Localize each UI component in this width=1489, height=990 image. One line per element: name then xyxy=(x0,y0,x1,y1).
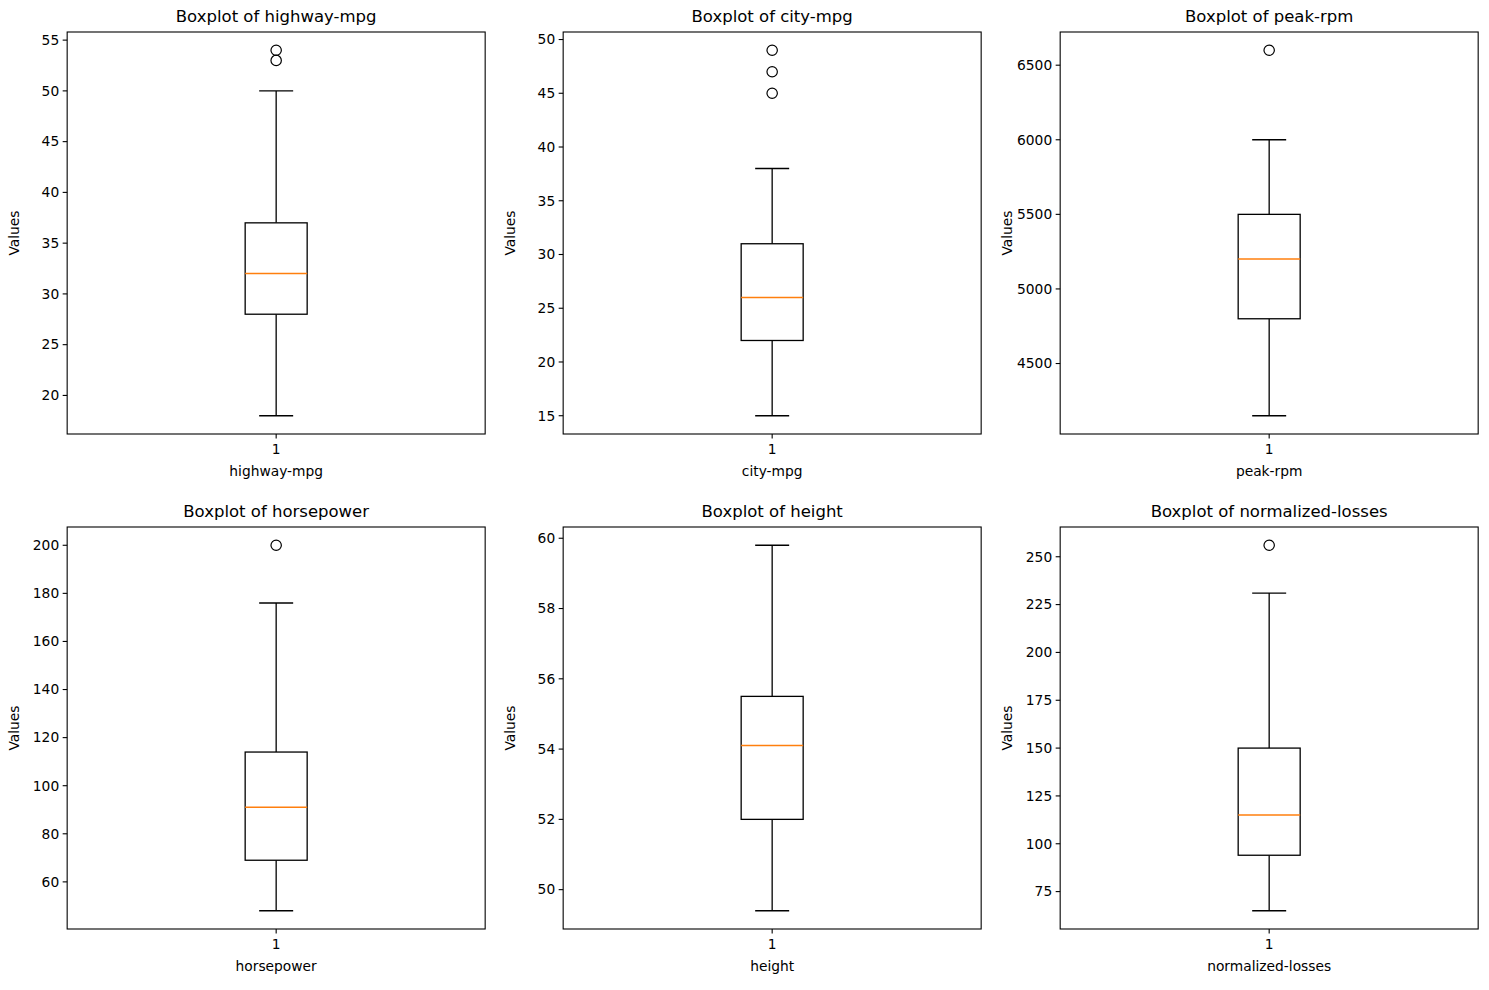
x-axis-label: normalized-losses xyxy=(1207,958,1331,974)
subplot-height: 50 52 54 56 58 60 1 height Values Boxplot of heig… xyxy=(496,495,992,990)
x-tick-label: 1 xyxy=(768,936,777,952)
y-tick-label: 58 xyxy=(538,600,556,616)
y-tick-label: 5500 xyxy=(1017,206,1052,222)
chart-title: Boxplot of normalized-losses xyxy=(1150,502,1387,521)
y-tick-label: 20 xyxy=(538,354,556,370)
y-tick-label: 45 xyxy=(42,133,60,149)
y-tick-label: 160 xyxy=(33,633,59,649)
subplot-peak-rpm: 4500 5000 5500 6000 6500 1 peak-rpm Values Boxpl… xyxy=(993,0,1489,495)
y-tick-label: 25 xyxy=(42,336,60,352)
y-tick-label: 6000 xyxy=(1017,132,1052,148)
y-axis-label: Values xyxy=(999,210,1015,255)
y-tick-label: 200 xyxy=(33,537,59,553)
y-tick-label: 180 xyxy=(33,585,59,601)
y-tick-label: 40 xyxy=(42,184,60,200)
box-rect xyxy=(1238,748,1300,855)
y-tick-label: 40 xyxy=(538,139,556,155)
y-tick-label: 20 xyxy=(42,387,60,403)
x-axis-label: horsepower xyxy=(236,958,318,974)
y-axis-label: Values xyxy=(6,705,22,750)
box-rect xyxy=(741,244,803,341)
y-tick-label: 6500 xyxy=(1017,57,1052,73)
chart-title: Boxplot of height xyxy=(702,502,844,521)
y-tick-label: 4500 xyxy=(1017,355,1052,371)
x-tick-label: 1 xyxy=(768,441,777,457)
subplot-city-mpg: 15 20 25 30 35 40 45 50 1 city-mpg Values Boxplot o… xyxy=(496,0,992,495)
boxplot-svg: 75 100 125 150 175 200 225 250 1 normalized-losse… xyxy=(993,495,1489,990)
x-tick-label: 1 xyxy=(272,936,281,952)
boxplot-svg: 60 80 100 120 140 160 180 200 1 horsepower Values B… xyxy=(0,495,496,990)
subplot-normalized-losses: 75 100 125 150 175 200 225 250 1 normalized-losse… xyxy=(993,495,1489,990)
y-tick-label: 35 xyxy=(42,235,60,251)
y-tick-label: 50 xyxy=(538,31,556,47)
boxplot-svg: 4500 5000 5500 6000 6500 1 peak-rpm Values Boxpl… xyxy=(993,0,1489,495)
chart-title: Boxplot of horsepower xyxy=(183,502,369,521)
y-tick-label: 35 xyxy=(538,193,556,209)
y-tick-label: 140 xyxy=(33,681,59,697)
y-tick-label: 250 xyxy=(1025,549,1051,565)
y-tick-label: 55 xyxy=(42,32,60,48)
y-tick-label: 56 xyxy=(538,671,556,687)
y-tick-label: 60 xyxy=(42,874,60,890)
x-axis-label: height xyxy=(751,958,796,974)
boxplot-svg: 50 52 54 56 58 60 1 height Values Boxplot of heig… xyxy=(496,495,992,990)
y-tick-label: 100 xyxy=(33,778,59,794)
y-tick-label: 75 xyxy=(1034,883,1052,899)
box-rect xyxy=(245,223,307,314)
y-tick-label: 45 xyxy=(538,85,556,101)
y-tick-label: 54 xyxy=(538,741,556,757)
chart-title: Boxplot of peak-rpm xyxy=(1185,7,1353,26)
y-tick-label: 175 xyxy=(1025,692,1051,708)
y-tick-label: 100 xyxy=(1025,836,1051,852)
box-rect xyxy=(245,752,307,860)
y-tick-label: 60 xyxy=(538,530,556,546)
x-tick-label: 1 xyxy=(1264,441,1273,457)
y-axis-label: Values xyxy=(6,210,22,255)
y-tick-label: 25 xyxy=(538,300,556,316)
y-tick-label: 150 xyxy=(1025,740,1051,756)
y-tick-label: 200 xyxy=(1025,644,1051,660)
y-tick-label: 50 xyxy=(538,881,556,897)
x-tick-label: 1 xyxy=(272,441,281,457)
y-tick-label: 30 xyxy=(42,286,60,302)
y-tick-label: 5000 xyxy=(1017,281,1052,297)
x-axis-label: peak-rpm xyxy=(1236,463,1303,479)
y-tick-label: 80 xyxy=(42,826,60,842)
y-tick-label: 125 xyxy=(1025,788,1051,804)
y-axis-label: Values xyxy=(502,210,518,255)
chart-title: Boxplot of city-mpg xyxy=(692,7,853,26)
y-tick-label: 15 xyxy=(538,408,556,424)
y-tick-label: 30 xyxy=(538,246,556,262)
boxplot-figure: 20 25 30 35 40 45 50 55 1 highway-mpg Values Boxplo… xyxy=(0,0,1489,990)
subplot-horsepower: 60 80 100 120 140 160 180 200 1 horsepower Values B… xyxy=(0,495,496,990)
x-axis-label: city-mpg xyxy=(742,463,803,479)
boxplot-svg: 20 25 30 35 40 45 50 55 1 highway-mpg Values Boxplo… xyxy=(0,0,496,495)
chart-title: Boxplot of highway-mpg xyxy=(176,7,377,26)
boxplot-svg: 15 20 25 30 35 40 45 50 1 city-mpg Values Boxplot o… xyxy=(496,0,992,495)
y-axis-label: Values xyxy=(502,705,518,750)
y-axis-label: Values xyxy=(999,705,1015,750)
y-tick-label: 120 xyxy=(33,729,59,745)
subplot-highway-mpg: 20 25 30 35 40 45 50 55 1 highway-mpg Values Boxplo… xyxy=(0,0,496,495)
box-rect xyxy=(741,696,803,819)
x-tick-label: 1 xyxy=(1264,936,1273,952)
y-tick-label: 50 xyxy=(42,83,60,99)
x-axis-label: highway-mpg xyxy=(229,463,323,479)
y-tick-label: 225 xyxy=(1025,596,1051,612)
y-tick-label: 52 xyxy=(538,811,556,827)
box-rect xyxy=(1238,214,1300,318)
